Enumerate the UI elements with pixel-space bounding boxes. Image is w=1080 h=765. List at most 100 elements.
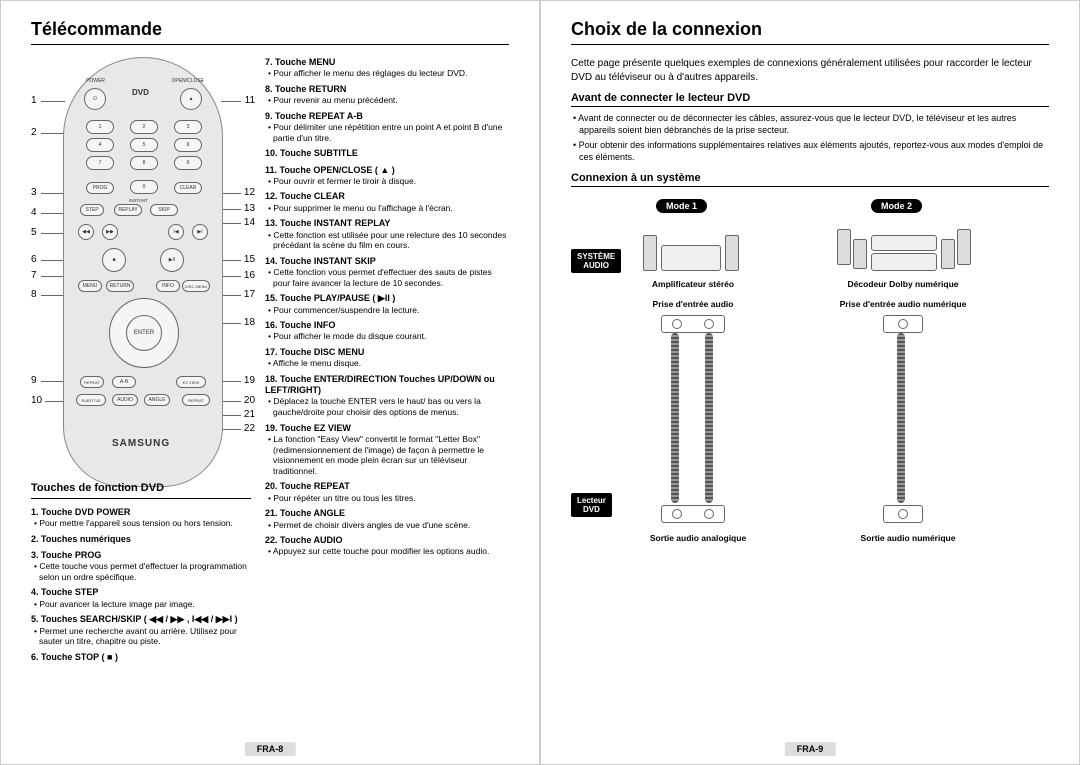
function-item-title: 5. Touches SEARCH/SKIP ( ◀◀ / ▶▶ , I◀◀ /… [31, 614, 251, 625]
btn-num1: 1 [86, 120, 114, 134]
speaker-icon [725, 235, 739, 271]
function-item: 4. Touche STEPPour avancer la lecture im… [31, 587, 251, 609]
btn-ab: A-B [112, 376, 136, 388]
label-sortie-analog: Sortie audio analogique [633, 533, 763, 543]
btn-num8: 8 [130, 156, 158, 170]
function-item: 21. Touche ANGLEPermet de choisir divers… [265, 508, 509, 530]
function-item: 10. Touche SUBTITLE [265, 148, 509, 159]
btn-skip-prev: I◀ [168, 224, 184, 240]
function-item-title: 9. Touche REPEAT A-B [265, 111, 509, 122]
amplifier-icon [661, 245, 721, 271]
label-dolby: Décodeur Dolby numérique [833, 279, 973, 289]
function-item-title: 20. Touche REPEAT [265, 481, 509, 492]
btn-angle: ANGLE [144, 394, 170, 406]
cable-icon [705, 333, 713, 503]
btn-step: STEP [80, 204, 104, 216]
label-prise-audio: Prise d'entrée audio [643, 299, 743, 309]
dolby-decoder-icon [871, 253, 937, 271]
function-item-desc: La fonction "Easy View" convertit le for… [265, 434, 509, 477]
btn-num6: 6 [174, 138, 202, 152]
label-amplifier: Amplificateur stéréo [643, 279, 743, 289]
speaker-icon [941, 239, 955, 269]
page-right: Choix de la connexion Cette page présent… [540, 0, 1080, 765]
btn-num7: 7 [86, 156, 114, 170]
function-item: 6. Touche STOP ( ■ ) [31, 652, 251, 663]
connection-diagram: Mode 1 Mode 2 SYSTÈME AUDIO Amplificateu… [571, 193, 1049, 593]
items-col-right: 7. Touche MENUPour afficher le menu des … [265, 57, 509, 562]
function-item-title: 2. Touches numériques [31, 534, 251, 545]
function-item: 13. Touche INSTANT REPLAYCette fonction … [265, 218, 509, 251]
function-item: 3. Touche PROGCette touche vous permet d… [31, 550, 251, 583]
function-item-desc: Cette fonction est utilisée pour une rel… [265, 230, 509, 251]
function-item-title: 6. Touche STOP ( ■ ) [31, 652, 251, 663]
btn-stop: ■ [102, 248, 126, 272]
function-item: 20. Touche REPEATPour répéter un titre o… [265, 481, 509, 503]
function-item-desc: Pour commencer/suspendre la lecture. [265, 305, 509, 316]
btn-power: ⏻ [84, 88, 106, 110]
jack-panel [883, 505, 923, 523]
speaker-icon [643, 235, 657, 271]
page-number-left: FRA-8 [245, 742, 296, 756]
function-item-desc: Cette touche vous permet d'effectuer la … [31, 561, 251, 582]
speaker-icon [853, 239, 867, 269]
function-item: 14. Touche INSTANT SKIPCette fonction vo… [265, 256, 509, 289]
speaker-icon [957, 229, 971, 265]
btn-repeat: REPEAT [182, 394, 210, 406]
function-item: 7. Touche MENUPour afficher le menu des … [265, 57, 509, 79]
intro-text: Cette page présente quelques exemples de… [571, 57, 1049, 84]
function-item-title: 11. Touche OPEN/CLOSE ( ▲ ) [265, 165, 509, 176]
function-item-desc: Pour répéter un titre ou tous les titres… [265, 493, 509, 504]
systeme-audio-badge: SYSTÈME AUDIO [571, 249, 621, 273]
function-item-title: 1. Touche DVD POWER [31, 507, 251, 518]
function-item-desc: Pour afficher le menu des réglages du le… [265, 68, 509, 79]
function-item-desc: Pour délimiter une répétition entre un p… [265, 122, 509, 143]
function-item-desc: Affiche le menu disque. [265, 358, 509, 369]
callout-num: 10 [31, 395, 42, 406]
function-item-title: 17. Touche DISC MENU [265, 347, 509, 358]
btn-menu: MENU [78, 280, 102, 292]
function-item-title: 19. Touche EZ VIEW [265, 423, 509, 434]
function-item-desc: Pour revenir au menu précédent. [265, 95, 509, 106]
btn-num5: 5 [130, 138, 158, 152]
callout-num: 17 [244, 289, 255, 300]
callout-num: 7 [31, 270, 37, 281]
function-item-desc: Pour avancer la lecture image par image. [31, 599, 251, 610]
dolby-decoder-icon [871, 235, 937, 251]
label-instant: INSTANT [129, 198, 148, 203]
function-item: 22. Touche AUDIOAppuyez sur cette touche… [265, 535, 509, 557]
function-item-desc: Cette fonction vous permet d'effectuer d… [265, 267, 509, 288]
remote-column: 1 2 3 4 5 6 7 8 9 10 11 12 13 14 [31, 57, 255, 487]
jack-panel [661, 315, 725, 333]
section-connect-system: Connexion à un système [571, 172, 1049, 187]
function-item: 9. Touche REPEAT A-BPour délimiter une r… [265, 111, 509, 144]
btn-num2: 2 [130, 120, 158, 134]
callout-num: 2 [31, 127, 37, 138]
function-item-desc: Appuyez sur cette touche pour modifier l… [265, 546, 509, 557]
function-item-title: 18. Touche ENTER/DIRECTION Touches UP/DO… [265, 374, 509, 397]
function-item: 12. Touche CLEARPour supprimer le menu o… [265, 191, 509, 213]
page-title-left: Télécommande [31, 19, 509, 45]
function-item-desc: Pour mettre l'appareil sous tension ou h… [31, 518, 251, 529]
btn-subtitle: SUBTITLE [76, 394, 106, 406]
function-item-desc: Permet une recherche avant ou arrière. U… [31, 626, 251, 647]
btn-search-rev: ◀◀ [78, 224, 94, 240]
brand-logo: SAMSUNG [112, 438, 170, 449]
btn-clear: CLEAR [174, 182, 202, 194]
left-bottom-section: Touches de fonction DVD 1. Touche DVD PO… [31, 482, 251, 668]
function-item-desc: Pour afficher le mode du disque courant. [265, 331, 509, 342]
lecteur-dvd-badge: Lecteur DVD [571, 493, 612, 517]
callout-num: 20 [244, 395, 255, 406]
function-item: 1. Touche DVD POWERPour mettre l'apparei… [31, 507, 251, 529]
function-item-title: 21. Touche ANGLE [265, 508, 509, 519]
dvd-logo: DVD [132, 88, 149, 97]
bullet: Pour obtenir des informations supplément… [571, 140, 1049, 163]
btn-num4: 4 [86, 138, 114, 152]
btn-skip: SKIP [150, 204, 178, 216]
function-item: 17. Touche DISC MENUAffiche le menu disq… [265, 347, 509, 369]
callout-num: 8 [31, 289, 37, 300]
btn-ezview: EZ VIEW [176, 376, 206, 388]
function-item-title: 22. Touche AUDIO [265, 535, 509, 546]
btn-return: RETURN [106, 280, 134, 292]
callout-num: 22 [244, 423, 255, 434]
callout-num: 6 [31, 254, 37, 265]
